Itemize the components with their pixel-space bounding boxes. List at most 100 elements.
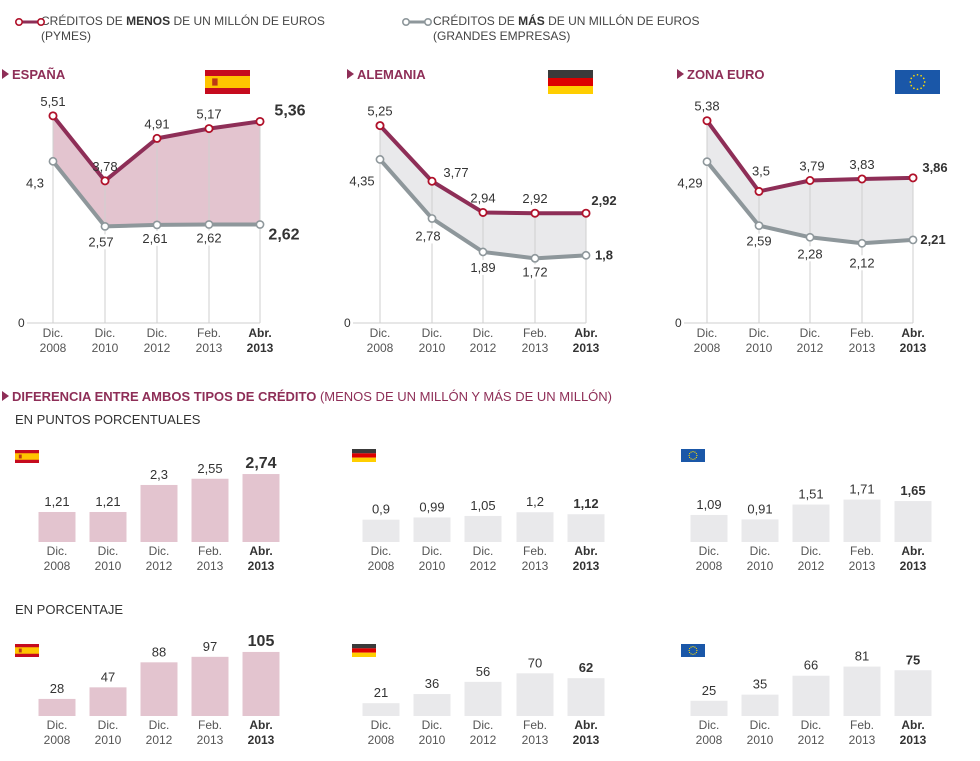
germany-flag-icon	[352, 449, 376, 462]
data-label-pymes: 5,36	[274, 102, 305, 119]
marker-grandes-empresas	[478, 247, 488, 257]
bar	[894, 670, 932, 716]
bar-value-label: 1,65	[900, 483, 925, 498]
data-label-pymes: 2,92	[591, 193, 616, 208]
x-tick-label: 2012	[798, 733, 825, 747]
triangle-marker-icon	[2, 69, 9, 79]
x-tick-label: Feb.	[198, 544, 222, 558]
x-tick-label: 2012	[146, 733, 173, 747]
bar	[413, 517, 451, 542]
marker-pymes	[908, 173, 918, 183]
bar-chart-porcentaje-españa: 28Dic.200847Dic.201088Dic.201297Feb.2013…	[38, 633, 280, 747]
x-tick-label: Dic.	[371, 544, 392, 558]
bar-value-label: 35	[753, 677, 767, 692]
bar-value-label: 0,9	[372, 502, 390, 517]
bar-value-label: 2,3	[150, 467, 168, 482]
label-knockout	[794, 246, 826, 262]
x-tick-label: Feb.	[523, 326, 547, 340]
x-tick-label: Dic.	[801, 544, 822, 558]
bar	[567, 678, 605, 716]
bar-value-label: 21	[374, 685, 388, 700]
data-label-pymes: 5,25	[367, 104, 392, 119]
legend-pymes-suffix: DE UN MILLÓN DE EUROS	[170, 14, 325, 28]
data-label-pymes: 5,38	[694, 99, 719, 114]
bar	[843, 499, 881, 542]
x-tick-label: 2010	[747, 733, 774, 747]
x-tick-label: 2013	[522, 733, 549, 747]
bar	[792, 675, 830, 716]
x-tick-label: Dic.	[699, 718, 720, 732]
x-tick-label: 2008	[44, 733, 71, 747]
bar-chart-porcentaje-alemania: 21Dic.200836Dic.201056Dic.201270Feb.2013…	[362, 655, 605, 747]
marker-grandes-empresas	[581, 250, 591, 260]
bar-value-label: 0,91	[747, 501, 772, 516]
zero-tick-label: 0	[18, 316, 25, 330]
chart-title-espana: ESPAÑA	[2, 67, 65, 82]
x-tick-label: 2013	[573, 559, 600, 573]
x-tick-label: Feb.	[198, 718, 222, 732]
x-tick-label: 2008	[44, 559, 71, 573]
bar-value-label: 1,12	[573, 496, 598, 511]
legend-pymes-line2: (PYMES)	[41, 29, 92, 43]
x-tick-label: 2013	[248, 559, 275, 573]
x-tick-label: 2013	[900, 341, 927, 355]
marker-grandes-empresas	[702, 157, 712, 167]
x-tick-label: Dic.	[371, 718, 392, 732]
bar	[690, 700, 728, 716]
diff-title-bold: DIFERENCIA ENTRE AMBOS TIPOS DE CRÉDITO	[12, 389, 317, 404]
line-chart-zona-euro: 0 5,38 4,29 3,5 2,59 3,79 2,28 3,83 2,12 3,86 2,21…	[674, 99, 948, 355]
bar	[140, 662, 178, 716]
x-tick-label: Feb.	[197, 326, 221, 340]
data-label-grandes-empresas: 2,21	[920, 232, 945, 247]
diff-title-light: (MENOS DE UN MILLÓN Y MÁS DE UN MILLÓN)	[316, 389, 613, 404]
x-tick-label: 2008	[696, 559, 723, 573]
x-tick-label: 2010	[747, 559, 774, 573]
label-knockout	[519, 264, 551, 280]
x-tick-label: Feb.	[850, 718, 874, 732]
data-label-grandes-empresas: 2,59	[746, 234, 771, 249]
bar-value-label: 1,21	[44, 494, 69, 509]
bar-value-label: 62	[579, 660, 593, 675]
x-tick-label: Abr.	[574, 544, 597, 558]
x-tick-label: 2013	[197, 559, 224, 573]
data-label-pymes: 3,78	[92, 159, 117, 174]
legend-grandes-bold: MÁS	[518, 14, 545, 28]
x-tick-label: Abr.	[574, 326, 597, 340]
x-tick-label: 2010	[95, 559, 122, 573]
x-tick-label: 2013	[900, 733, 927, 747]
line-chart-españa: 0 5,51 4,3 3,78 2,57 4,91 2,61 5,17 2,62 5,36 2,62…	[18, 94, 306, 355]
x-tick-label: Abr.	[574, 718, 597, 732]
marker-pymes	[204, 124, 214, 134]
x-tick-label: 2013	[247, 341, 274, 355]
x-tick-label: Abr.	[249, 544, 272, 558]
bar-value-label: 47	[101, 669, 115, 684]
line-chart-alemania: 0 5,25 4,35 3,77 2,78 2,94 1,89 2,92 1,72 2,92 1,8…	[344, 104, 617, 355]
triangle-marker-icon	[2, 391, 9, 401]
bar	[413, 694, 451, 716]
zero-tick-label: 0	[675, 316, 682, 330]
marker-pymes	[754, 186, 764, 196]
spain-flag-icon	[15, 644, 39, 657]
legend-grandes-prefix: CRÉDITOS DE	[433, 14, 519, 28]
marker-grandes-empresas	[100, 221, 110, 231]
marker-grandes-empresas	[375, 155, 385, 164]
bar	[242, 474, 280, 542]
x-tick-label: Dic.	[750, 718, 771, 732]
marker-pymes	[152, 133, 162, 143]
bar	[792, 504, 830, 542]
label-knockout	[846, 255, 878, 271]
chart-title-alemania: ALEMANIA	[347, 67, 426, 82]
x-tick-label: Dic.	[149, 544, 170, 558]
bar	[741, 694, 779, 716]
x-tick-label: Dic.	[699, 544, 720, 558]
bar-value-label: 25	[702, 683, 716, 698]
label-knockout	[85, 234, 117, 250]
bar-value-label: 97	[203, 639, 217, 654]
bar	[362, 519, 400, 542]
data-label-pymes: 2,94	[470, 190, 495, 205]
x-tick-label: 2008	[368, 733, 395, 747]
x-tick-label: Dic.	[800, 326, 821, 340]
bar-value-label: 36	[425, 676, 439, 691]
x-tick-label: 2008	[696, 733, 723, 747]
x-tick-label: Abr.	[901, 718, 924, 732]
